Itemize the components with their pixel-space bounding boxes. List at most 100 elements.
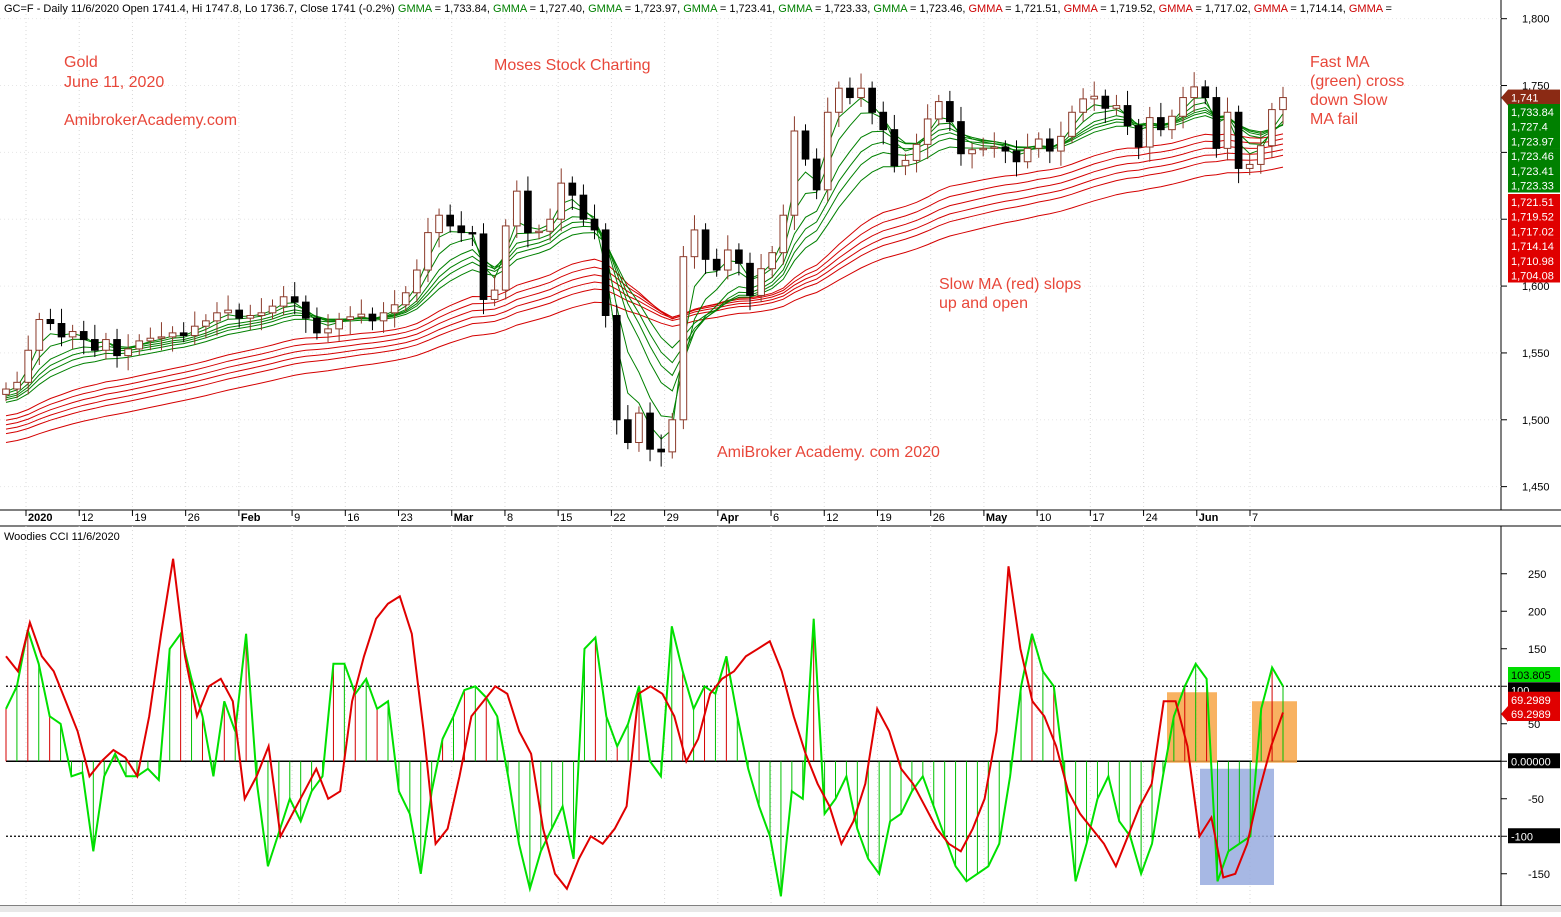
candle-body (479, 233, 488, 300)
header-gmma-values: GMMA = 1,733.84, GMMA = 1,727.40, GMMA =… (398, 3, 1392, 15)
gmma-slow-label-bg (1508, 208, 1560, 224)
candle-body (1157, 117, 1165, 131)
date-tick-label: 9 (294, 512, 300, 524)
candle-body (335, 319, 343, 330)
candle-body (823, 111, 832, 191)
date-tick-label: Apr (720, 512, 740, 524)
cci-green-line (5, 618, 1284, 897)
candle-body (557, 182, 566, 220)
price-tick-label: 1,500 (1522, 415, 1550, 427)
candle-body (202, 320, 210, 327)
header-gmma-label: GMMA (1156, 3, 1194, 15)
header-prefix: GC=F - Daily 11/6/2020 Open 1741.4, Hi 1… (4, 3, 395, 15)
candle-body (624, 419, 632, 444)
candle-body (524, 190, 532, 234)
gmma-fast-label: 1,727.4 (1511, 122, 1548, 134)
gmma-slow-label-bg (1508, 267, 1560, 283)
header-gmma-label: GMMA (775, 3, 813, 15)
candle-body (590, 218, 599, 231)
candle-body (779, 214, 788, 254)
candle-body (512, 190, 521, 227)
gmma-fast-label: 1,733.84 (1511, 107, 1554, 119)
candle-body (1090, 95, 1099, 100)
cci-green-value-label: 103.805 (1511, 670, 1551, 682)
candle-body (757, 268, 765, 296)
header-gmma-label: GMMA (490, 3, 528, 15)
candle-body (834, 87, 843, 113)
annotation-fast-line1: Fast MA (1310, 54, 1370, 71)
cci-tick-label: 200 (1528, 606, 1546, 618)
annotation-slow-line2: up and open (939, 295, 1028, 312)
date-tick-label: 26 (933, 512, 945, 524)
cci-red-value-label-bg (1508, 691, 1560, 707)
cci-level-minus100-label: -100 (1511, 831, 1533, 843)
cci-level-minus100-label-bg (1508, 828, 1560, 844)
cci-red-line (5, 558, 1284, 891)
gmma-slow-label-bg (1508, 223, 1560, 239)
date-tick-label: Mar (454, 512, 474, 524)
candle-body (390, 304, 399, 314)
candle-body (1068, 111, 1076, 137)
candle-body (146, 337, 155, 342)
gmma-slow-label-bg (1508, 238, 1560, 254)
candle-body (157, 336, 166, 339)
candle-body (812, 158, 821, 191)
candle-body (1145, 117, 1154, 148)
gmma-slow-label-bg (1508, 194, 1560, 209)
candle-body (24, 349, 33, 383)
date-tick-label: 16 (347, 512, 359, 524)
cci-title: Woodies CCI 11/6/2020 (4, 531, 120, 543)
price-tick-label: 1,750 (1522, 81, 1550, 93)
candle-body (646, 412, 654, 450)
candle-body (1057, 135, 1065, 152)
candle-body (1001, 146, 1010, 152)
annotation-watermark: AmiBroker Academy. com 2020 (717, 444, 940, 461)
candle-body (57, 323, 66, 338)
header-gmma-label: GMMA (965, 3, 1003, 15)
sheet-tabs[interactable] (0, 906, 1561, 912)
candle-body (1279, 97, 1287, 111)
header-gmma-value: = 1,721.51, (1002, 3, 1060, 15)
candle-body (168, 332, 177, 338)
cci-tick-label: 50 (1528, 719, 1540, 731)
candle-body (279, 296, 288, 307)
candles (2, 72, 1287, 467)
close-price-label: 1,741 (1511, 93, 1539, 105)
header-gmma-label: GMMA (870, 3, 908, 15)
gmma-fast-label: 1,723.97 (1511, 136, 1554, 148)
candle-body (923, 118, 932, 145)
annotation-fast-line2: (green) cross (1310, 73, 1404, 90)
cci-red-value-label: 69.2989 (1511, 695, 1551, 707)
candle-body (912, 143, 921, 161)
candle-body (1045, 138, 1054, 152)
candle-body (468, 232, 477, 235)
header-gmma-label: GMMA (398, 3, 433, 15)
price-tick-label: 1,800 (1522, 14, 1550, 26)
gmma-slow-line (5, 143, 1284, 426)
date-tick-label: 19 (879, 512, 891, 524)
date-tick-label: Feb (241, 512, 261, 524)
candle-body (746, 262, 754, 296)
candle-body (1034, 138, 1043, 149)
candle-body (1245, 163, 1254, 169)
candle-body (579, 194, 588, 220)
gmma-slow-line (5, 149, 1284, 430)
candle-body (635, 412, 643, 444)
candle-body (68, 331, 77, 338)
cci-zero-label-bg (1508, 753, 1560, 769)
candle-body (1168, 115, 1176, 131)
candle-body (1023, 147, 1032, 163)
candle-body (2, 388, 10, 395)
candle-body (879, 111, 888, 131)
date-tick-label: 10 (1039, 512, 1051, 524)
candle-body (1123, 105, 1132, 127)
price-tick-label: 1,450 (1522, 482, 1550, 494)
cci-red-value-label: 69.2989 (1511, 709, 1551, 721)
header-gmma-value: = 1,717.02, (1192, 3, 1250, 15)
gmma-fast-line (5, 111, 1284, 401)
candle-body (1201, 86, 1210, 99)
date-tick-label: 12 (826, 512, 838, 524)
close-price-label-arrow (1501, 89, 1508, 106)
